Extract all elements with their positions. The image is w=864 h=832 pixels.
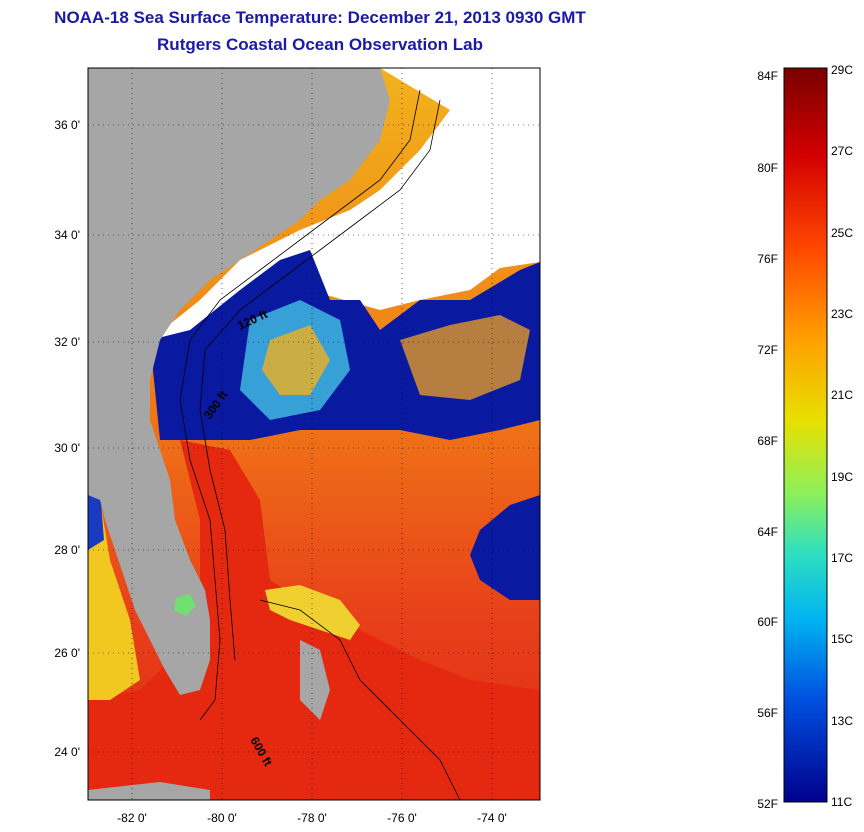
- lon-label: -78 0': [297, 811, 327, 825]
- colorbar-f-label: 56F: [757, 706, 778, 720]
- colorbar-c-label: 17C: [831, 551, 853, 565]
- colorbar-f-label: 68F: [757, 434, 778, 448]
- colorbar-c-label: 29C: [831, 63, 853, 77]
- bahama-island: [300, 640, 330, 720]
- lon-label: -80 0': [207, 811, 237, 825]
- lat-label: 30 0': [54, 441, 80, 455]
- map-frame: [87, 67, 541, 801]
- lake-okeechobee: [174, 594, 196, 616]
- colorbar-f-label: 80F: [757, 161, 778, 175]
- contour-line: [179, 89, 421, 721]
- colorbar-c-label: 19C: [831, 470, 853, 484]
- cuba-edge: [88, 782, 210, 800]
- lat-label: 36 0': [54, 118, 80, 132]
- land: [88, 68, 390, 695]
- colorbar-c-label: 25C: [831, 226, 853, 240]
- lat-label: 34 0': [54, 228, 80, 242]
- bahama-bank: [265, 585, 360, 640]
- contour-line: [199, 99, 441, 661]
- map-title: NOAA-18 Sea Surface Temperature: Decembe…: [54, 8, 586, 27]
- colorbar-f-label: 84F: [757, 69, 778, 83]
- colorbar-f-label: 60F: [757, 615, 778, 629]
- graticule: [88, 68, 540, 800]
- latitude-labels: 36 0' 34 0' 32 0' 30 0' 28 0' 26 0' 24 0…: [54, 118, 80, 759]
- gulf-blue: [88, 490, 104, 550]
- colorbar-c-label: 13C: [831, 714, 853, 728]
- colorbar-f-label: 76F: [757, 252, 778, 266]
- eddy-warm: [262, 325, 330, 395]
- contour-line: [259, 599, 461, 800]
- colorbar-celsius-labels: 29C 27C 25C 23C 21C 19C 17C 15C 13C 11C: [831, 63, 853, 809]
- lat-label: 24 0': [54, 745, 80, 759]
- colorbar-c-label: 21C: [831, 388, 853, 402]
- colorbar-c-label: 11C: [831, 795, 852, 809]
- longitude-labels: -82 0' -80 0' -78 0' -76 0' -74 0': [117, 811, 507, 825]
- colorbar-f-label: 52F: [757, 797, 778, 811]
- colorbar-fahrenheit-labels: 84F 80F 76F 72F 68F 64F 60F 56F 52F: [757, 69, 778, 811]
- colorbar-c-label: 27C: [831, 144, 853, 158]
- gulf-of-mexico: [88, 500, 140, 700]
- colorbar-c-label: 15C: [831, 632, 853, 646]
- colorbar-c-label: 23C: [831, 307, 853, 321]
- colorbar: [783, 67, 828, 803]
- colorbar-f-label: 72F: [757, 343, 778, 357]
- lon-label: -76 0': [387, 811, 417, 825]
- lat-label: 26 0': [54, 646, 80, 660]
- colorbar-f-label: 64F: [757, 525, 778, 539]
- map-subtitle: Rutgers Coastal Ocean Observation Lab: [157, 35, 483, 54]
- mixed-north: [400, 315, 530, 400]
- cold-pool: [470, 495, 540, 600]
- lat-label: 32 0': [54, 335, 80, 349]
- lon-label: -82 0': [117, 811, 147, 825]
- lon-label: -74 0': [477, 811, 507, 825]
- lat-label: 28 0': [54, 543, 80, 557]
